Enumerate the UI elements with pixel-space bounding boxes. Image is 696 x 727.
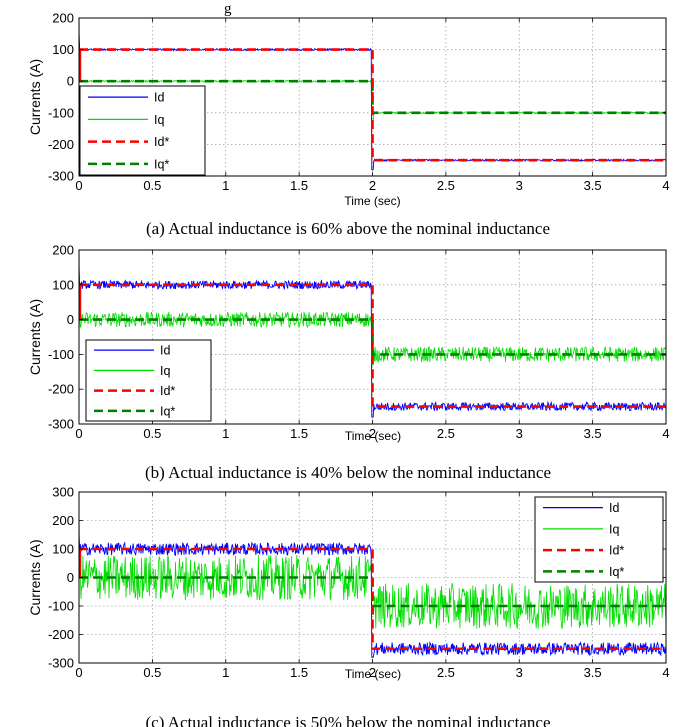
series-group bbox=[79, 511, 666, 658]
x-tick-label: 2.5 bbox=[437, 178, 455, 193]
x-tick-label: 1 bbox=[222, 665, 229, 680]
y-tick-label: -200 bbox=[48, 627, 74, 642]
series-group bbox=[79, 18, 666, 171]
legend-label-id: Id bbox=[154, 91, 164, 105]
panel-a: 0 0.5 1 1.5 2 2.5 3 3.5 4 -300 -200 -100 0 100 200 Time… bbox=[27, 11, 670, 239]
x-tick-label: 2 bbox=[369, 426, 376, 441]
x-tick-label: 2.5 bbox=[437, 426, 455, 441]
series-line-id-ref bbox=[79, 547, 666, 651]
x-tick-label: 2.5 bbox=[437, 665, 455, 680]
series-line-iq-ref bbox=[79, 318, 666, 356]
legend: Id Iq Id* Iq* bbox=[79, 85, 206, 176]
y-tick-label: -300 bbox=[48, 169, 74, 184]
legend-label-id-ref: Id* bbox=[154, 135, 169, 149]
x-tick-label: 1.5 bbox=[290, 665, 308, 680]
legend-label-iq: Iq bbox=[609, 522, 619, 536]
legend-label-iq-ref: Iq* bbox=[609, 565, 624, 579]
x-tick-label: 0 bbox=[75, 178, 82, 193]
x-tick-label: 4 bbox=[662, 178, 669, 193]
legend: Id Iq Id* Iq* bbox=[85, 339, 212, 422]
legend-label-id-ref: Id* bbox=[160, 384, 175, 398]
series-group bbox=[79, 250, 666, 418]
y-tick-label: 100 bbox=[52, 277, 74, 292]
panel-b: 0 0.5 1 1.5 2 2.5 3 3.5 4 -300 -200 -100 0 100 200 Time… bbox=[27, 243, 670, 483]
legend-label-iq-ref: Iq* bbox=[154, 157, 169, 171]
x-tick-label: 3.5 bbox=[584, 178, 602, 193]
series-line-id-ref bbox=[79, 48, 666, 162]
x-tick-label: 1.5 bbox=[290, 178, 308, 193]
y-tick-label: 200 bbox=[52, 513, 74, 528]
x-tick-label: 2 bbox=[369, 178, 376, 193]
x-tick-label: 3.5 bbox=[584, 426, 602, 441]
x-tick-label: 3 bbox=[516, 665, 523, 680]
x-axis-label: Time (sec) bbox=[345, 429, 401, 443]
legend-label-iq: Iq bbox=[154, 113, 164, 127]
y-tick-label: -100 bbox=[48, 347, 74, 362]
y-tick-label: 200 bbox=[52, 11, 74, 26]
legend-box bbox=[85, 339, 212, 422]
y-tick-label: -300 bbox=[48, 656, 74, 671]
x-axis-label: Time (sec) bbox=[344, 194, 400, 208]
x-tick-label: 3.5 bbox=[584, 665, 602, 680]
x-tick-label: 3 bbox=[516, 426, 523, 441]
series-line-id bbox=[79, 33, 666, 171]
series-line-iq bbox=[79, 250, 666, 366]
x-tick-label: 4 bbox=[662, 665, 669, 680]
y-tick-label: -100 bbox=[48, 599, 74, 614]
y-tick-label: 100 bbox=[52, 542, 74, 557]
x-tick-label: 1 bbox=[222, 426, 229, 441]
legend-label-iq: Iq bbox=[160, 364, 170, 378]
y-axis-label: Currents (A) bbox=[27, 59, 43, 135]
x-tick-label: 1.5 bbox=[290, 426, 308, 441]
y-tick-label: 0 bbox=[67, 74, 74, 89]
x-tick-label: 1 bbox=[222, 178, 229, 193]
series-line-id bbox=[79, 534, 666, 658]
series-line-id bbox=[79, 267, 666, 418]
y-axis-label: Currents (A) bbox=[27, 299, 43, 375]
panel-caption: (c) Actual inductance is 50% below the n… bbox=[145, 713, 550, 727]
figure-top-fragment: g bbox=[224, 1, 232, 17]
y-tick-label: 100 bbox=[52, 42, 74, 57]
legend-label-id: Id bbox=[609, 501, 619, 515]
panel-caption: (a) Actual inductance is 60% above the n… bbox=[146, 219, 550, 238]
y-tick-label: 0 bbox=[67, 312, 74, 327]
y-tick-label: 0 bbox=[67, 570, 74, 585]
y-tick-label: -200 bbox=[48, 382, 74, 397]
y-tick-label: -300 bbox=[48, 417, 74, 432]
x-tick-label: 0 bbox=[75, 665, 82, 680]
legend-box bbox=[534, 496, 664, 583]
legend: Id Iq Id* Iq* bbox=[534, 496, 664, 583]
x-tick-label: 0.5 bbox=[143, 178, 161, 193]
panel-c: 0 0.5 1 1.5 2 2.5 3 3.5 4 -300 -200 -100 0 100 200 300 T… bbox=[27, 485, 670, 727]
x-tick-label: 3 bbox=[516, 178, 523, 193]
y-tick-label: -200 bbox=[48, 137, 74, 152]
series-line-id-ref bbox=[79, 283, 666, 408]
y-axis-label: Currents (A) bbox=[27, 539, 43, 615]
x-tick-label: 0.5 bbox=[143, 665, 161, 680]
panel-caption: (b) Actual inductance is 40% below the n… bbox=[145, 463, 551, 482]
x-tick-label: 0 bbox=[75, 426, 82, 441]
series-line-iq-ref bbox=[79, 576, 666, 608]
y-tick-label: -100 bbox=[48, 105, 74, 120]
y-tick-label: 200 bbox=[52, 243, 74, 258]
legend-label-id-ref: Id* bbox=[609, 544, 624, 558]
legend-label-iq-ref: Iq* bbox=[160, 404, 175, 418]
x-tick-label: 2 bbox=[369, 665, 376, 680]
legend-box bbox=[79, 85, 206, 176]
x-tick-label: 0.5 bbox=[143, 426, 161, 441]
x-tick-label: 4 bbox=[662, 426, 669, 441]
x-axis-label: Time (sec) bbox=[345, 667, 401, 681]
legend-label-id: Id bbox=[160, 344, 170, 358]
y-tick-label: 300 bbox=[52, 485, 74, 500]
